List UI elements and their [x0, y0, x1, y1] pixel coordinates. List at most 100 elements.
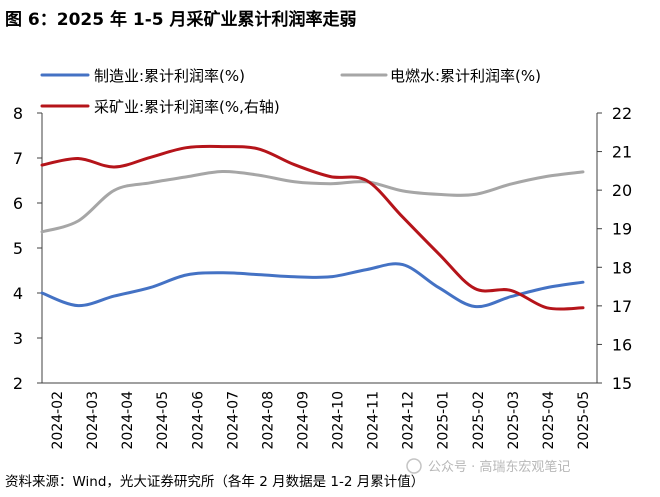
right-axis-tick-label: 16: [612, 335, 632, 354]
data-point: [401, 189, 405, 193]
data-point: [509, 182, 513, 186]
series-utilities: [40, 169, 585, 234]
data-point: [329, 175, 333, 179]
data-point: [329, 275, 333, 279]
series-mining: [40, 144, 585, 311]
legend-item-manufacturing: 制造业:累计利润率(%): [40, 67, 245, 85]
left-axis-tick-label: 4: [13, 284, 23, 303]
source-note: 资料来源：Wind，光大证券研究所（各年 2 月数据是 1-2 月累计值）: [5, 474, 424, 490]
data-point: [401, 215, 405, 219]
data-point: [473, 287, 477, 291]
right-axis-tick-label: 22: [612, 104, 632, 123]
data-point: [437, 286, 441, 290]
data-point: [365, 268, 369, 272]
data-point: [220, 145, 224, 149]
data-point: [365, 179, 369, 183]
watermark-text: 公众号 · 高瑞东宏观笔记: [428, 459, 570, 475]
data-point: [40, 230, 44, 234]
right-axis-tick-label: 17: [612, 297, 632, 316]
right-axis-tick-label: 21: [612, 143, 632, 162]
data-point: [220, 271, 224, 275]
data-point: [545, 286, 549, 290]
data-point: [184, 273, 188, 277]
data-point: [220, 170, 224, 174]
left-axis-tick-label: 2: [13, 374, 23, 393]
x-axis-tick-label: 2025-03: [506, 391, 522, 450]
data-point: [76, 304, 80, 308]
data-point: [581, 280, 585, 284]
x-axis-tick-label: 2024-11: [366, 391, 382, 450]
watermark: 公众号 · 高瑞东宏观笔记: [406, 458, 570, 475]
data-point: [329, 182, 333, 186]
data-point: [509, 295, 513, 299]
legend-label-utilities: 电燃水:累计利润率(%): [390, 67, 541, 85]
data-point: [473, 305, 477, 309]
x-axis-tick-labels: 2024-02 2024-03 2024-04 2024-05 2024-06 2024-…: [50, 391, 592, 450]
series-line-mining: [40, 144, 585, 311]
right-axis-tick-label: 18: [612, 258, 632, 277]
data-point: [292, 163, 296, 167]
x-axis-tick-label: 2024-10: [331, 391, 347, 450]
data-point: [581, 170, 585, 174]
data-point: [112, 294, 116, 298]
right-axis-tick-label: 19: [612, 220, 632, 239]
right-axis-tick-label: 15: [612, 374, 632, 393]
left-axis-tick-label: 6: [13, 194, 23, 213]
series-line-utilities: [40, 169, 585, 234]
data-point: [509, 288, 513, 292]
legend-label-mining: 采矿业:累计利润率(%,右轴): [94, 98, 280, 116]
x-axis-tick-label: 2024-03: [85, 391, 101, 450]
data-point: [256, 147, 260, 151]
legend-item-mining: 采矿业:累计利润率(%,右轴): [40, 98, 280, 116]
x-axis-tick-label: 2024-12: [401, 391, 417, 450]
data-point: [437, 252, 441, 256]
x-axis-tick-label: 2024-02: [50, 391, 66, 450]
left-axis-tick-label: 3: [13, 329, 23, 348]
data-point: [401, 263, 405, 267]
chart-title: 图 6：2025 年 1-5 月采矿业累计利润率走弱: [5, 9, 357, 30]
x-axis-tick-label: 2025-05: [576, 391, 592, 450]
data-point: [148, 155, 152, 159]
legend: 制造业:累计利润率(%) 电燃水:累计利润率(%) 采矿业:累计利润率(%,右轴…: [40, 67, 541, 116]
data-point: [148, 286, 152, 290]
data-point: [76, 157, 80, 161]
data-point: [40, 291, 44, 295]
data-point: [581, 306, 585, 310]
data-point: [112, 165, 116, 169]
data-point: [292, 180, 296, 184]
x-axis-tick-label: 2025-04: [541, 391, 557, 450]
series-line-manufacturing: [40, 262, 585, 309]
x-axis-tick-label: 2024-09: [295, 391, 311, 450]
data-point: [545, 174, 549, 178]
series-layer: [40, 144, 585, 311]
data-point: [256, 173, 260, 177]
left-axis-ticks: 2 3 4 5 6 7 8: [13, 104, 42, 393]
data-point: [437, 192, 441, 196]
left-axis-tick-label: 8: [13, 104, 23, 123]
series-manufacturing: [40, 262, 585, 309]
right-axis-ticks: 15 16 17 18 19 20 21 22: [597, 104, 632, 393]
legend-label-manufacturing: 制造业:累计利润率(%): [94, 67, 245, 85]
data-point: [76, 219, 80, 223]
left-axis-tick-label: 5: [13, 239, 23, 258]
data-point: [545, 306, 549, 310]
axes: [41, 113, 598, 384]
data-point: [184, 146, 188, 150]
data-point: [112, 188, 116, 192]
data-point: [473, 192, 477, 196]
x-axis-tick-label: 2024-07: [225, 391, 241, 450]
wechat-icon: [406, 458, 422, 474]
legend-item-utilities: 电燃水:累计利润率(%): [340, 67, 541, 85]
left-axis-tick-label: 7: [13, 149, 23, 168]
data-point: [256, 273, 260, 277]
data-point: [292, 275, 296, 279]
x-axis-tick-label: 2024-05: [155, 391, 171, 450]
data-point: [184, 175, 188, 179]
data-point: [148, 181, 152, 185]
x-axis-tick-label: 2024-08: [260, 391, 276, 450]
right-axis-tick-label: 20: [612, 181, 632, 200]
x-axis-tick-label: 2025-01: [436, 391, 452, 450]
x-axis-tick-label: 2024-06: [190, 391, 206, 450]
